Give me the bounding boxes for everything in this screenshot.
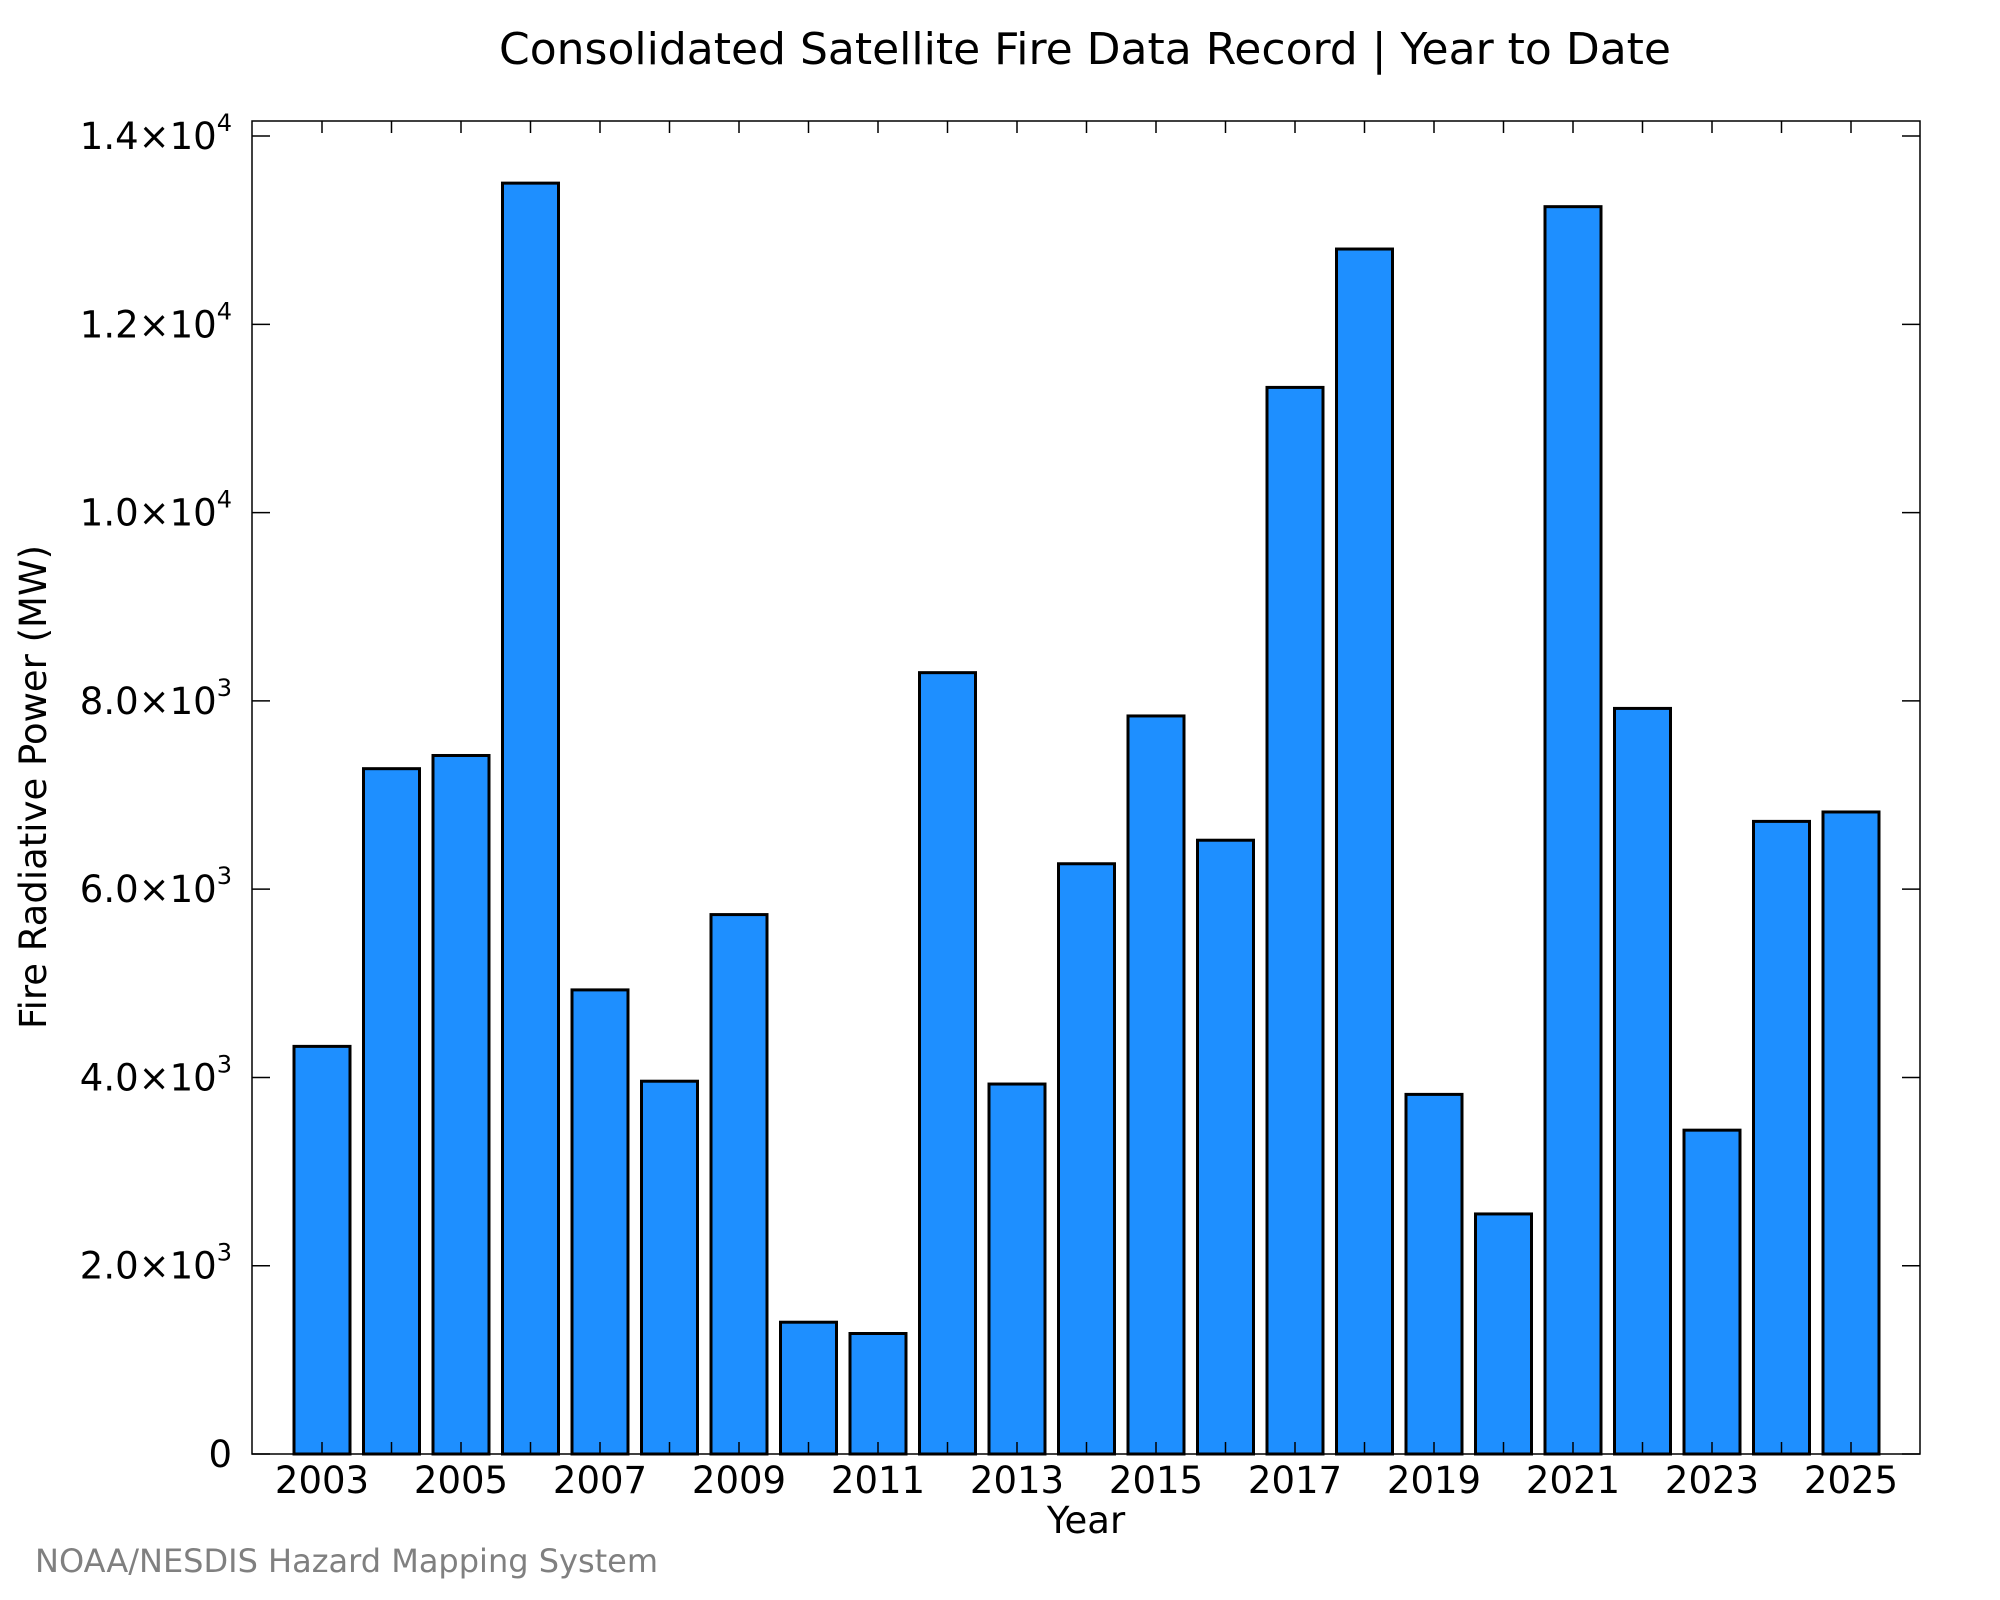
bar-2011: [848, 1332, 908, 1456]
bar-2015: [1126, 714, 1186, 1456]
y-axis: 0 2.0×103 4.0×103 6.0×103 8.0×103 1.0×104 1.2×…: [80, 109, 1920, 1476]
x-tick-label: 2023: [1665, 1459, 1759, 1502]
y-tick-label: 6.0×103: [80, 862, 232, 911]
bar-2009: [709, 913, 769, 1456]
bar-2008: [640, 1079, 699, 1456]
chart-title: Consolidated Satellite Fire Data Record …: [499, 24, 1671, 75]
bar-2012: [918, 671, 977, 1456]
bar-2019: [1404, 1092, 1464, 1456]
bar-2017: [1265, 385, 1325, 1456]
y-tick-label: 8.0×103: [80, 674, 232, 723]
bar-2005: [431, 753, 491, 1456]
y-tick-label: 4.0×103: [80, 1050, 232, 1099]
x-tick-label: 2013: [970, 1459, 1064, 1502]
bar-2024: [1752, 819, 1811, 1456]
credit-text: NOAA/NESDIS Hazard Mapping System: [35, 1542, 659, 1580]
x-axis-label: Year: [1046, 1499, 1126, 1542]
x-axis: 2003 2005 2007 2009 2011 2013 2015 2017 2019 2021…: [275, 121, 1898, 1502]
bar-2021: [1543, 205, 1603, 1456]
x-tick-label: 2003: [275, 1459, 369, 1502]
y-tick-label: 1.0×104: [80, 486, 232, 535]
x-tick-label: 2009: [692, 1459, 786, 1502]
bar-2006: [501, 181, 560, 1456]
x-tick-label: 2015: [1109, 1459, 1203, 1502]
y-axis-label: Fire Radiative Power (MW): [12, 545, 55, 1029]
bar-2018: [1335, 247, 1394, 1456]
bar-2014: [1057, 862, 1116, 1456]
y-tick-label: 1.4×104: [80, 109, 232, 158]
x-tick-label: 2021: [1526, 1459, 1620, 1502]
bars-group: [292, 181, 1881, 1456]
bar-2013: [987, 1082, 1047, 1456]
x-tick-label: 2019: [1387, 1459, 1481, 1502]
bar-2010: [779, 1320, 838, 1456]
x-tick-label: 2025: [1804, 1459, 1898, 1502]
x-tick-label: 2011: [831, 1459, 925, 1502]
bar-2022: [1613, 706, 1672, 1456]
bar-2003: [292, 1044, 352, 1456]
x-tick-label: 2005: [414, 1459, 508, 1502]
bar-2020: [1474, 1212, 1533, 1456]
y-tick-label: 0: [208, 1433, 232, 1476]
bar-2023: [1682, 1128, 1742, 1456]
bar-2007: [570, 988, 630, 1456]
y-tick-label: 1.2×104: [80, 297, 232, 346]
x-tick-label: 2017: [1248, 1459, 1342, 1502]
bar-2016: [1196, 838, 1255, 1456]
bar-2025: [1821, 810, 1881, 1456]
y-tick-label: 2.0×103: [80, 1239, 232, 1288]
x-tick-label: 2007: [553, 1459, 647, 1502]
bar-2004: [362, 767, 421, 1456]
